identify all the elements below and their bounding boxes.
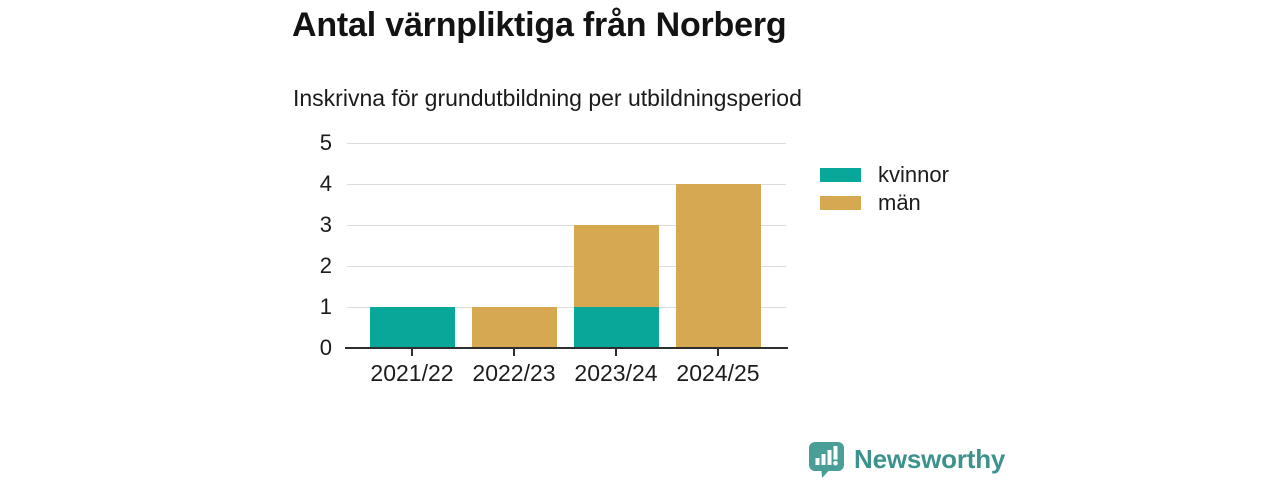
y-axis-tick-label: 0 [319, 335, 332, 360]
y-axis-tick-label: 2 [319, 253, 332, 278]
bar-segment-män [471, 307, 557, 348]
legend-label: kvinnor [878, 162, 949, 187]
bar-segment-kvinnor [369, 307, 455, 348]
page-title: Antal värnpliktiga från Norberg [292, 6, 787, 44]
x-axis-tick [717, 349, 719, 356]
legend-label: män [878, 190, 921, 215]
x-axis-tick-label: 2022/23 [472, 360, 556, 386]
x-axis-tick [411, 349, 413, 356]
x-axis-line [345, 347, 788, 349]
bar-segment-kvinnor [573, 307, 659, 348]
legend-item-kvinnor: kvinnor [820, 161, 949, 189]
x-axis-tick-label: 2021/22 [370, 360, 454, 386]
y-gridline [347, 184, 786, 185]
newsworthy-wordmark: Newsworthy [854, 444, 1006, 474]
y-axis-tick-label: 4 [319, 171, 332, 196]
y-axis-tick-label: 1 [319, 294, 332, 319]
bar-segment-män [675, 184, 761, 348]
legend-swatch-icon [820, 168, 861, 182]
y-axis-tick-label: 3 [319, 212, 332, 237]
chart-legend: kvinnor män [820, 161, 949, 217]
chart-subtitle: Inskrivna för grundutbildning per utbild… [293, 85, 802, 111]
y-axis-tick-label: 5 [319, 130, 332, 155]
newsworthy-logo-icon [809, 442, 844, 478]
bar-segment-män [573, 225, 659, 307]
newsworthy-brand: Newsworthy [808, 441, 1005, 478]
x-axis-tick [513, 349, 515, 356]
x-axis-tick-label: 2024/25 [676, 360, 760, 386]
y-gridline [347, 266, 786, 267]
y-gridline [347, 307, 786, 308]
x-axis-tick-label: 2023/24 [574, 360, 658, 386]
legend-swatch-icon [820, 196, 861, 210]
legend-item-män: män [820, 189, 949, 217]
y-gridline [347, 143, 786, 144]
y-gridline [347, 225, 786, 226]
x-axis-tick [615, 349, 617, 356]
